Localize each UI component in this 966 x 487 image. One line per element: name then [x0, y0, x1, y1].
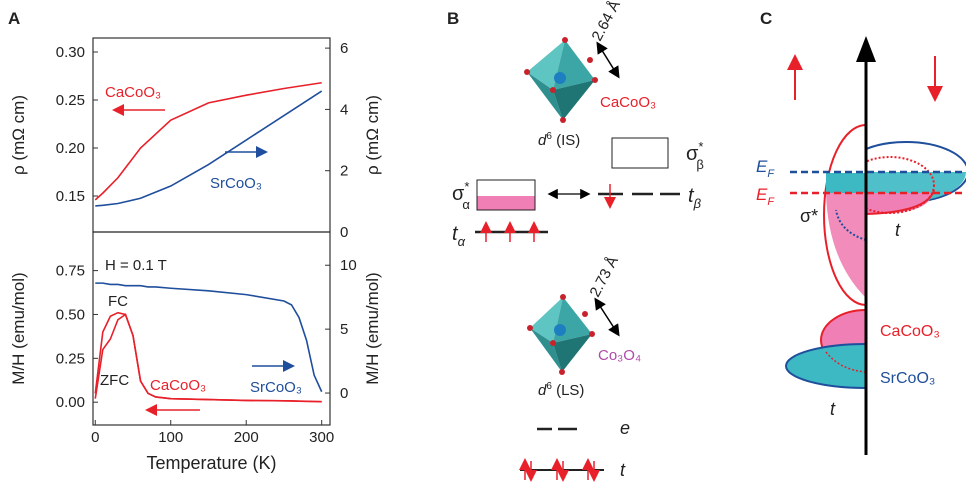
- y2-tick-label: 2: [340, 163, 348, 180]
- level-box: [476, 179, 536, 211]
- y2-tick-label: 0: [340, 224, 348, 241]
- y2-tick-label: 4: [340, 101, 348, 118]
- y-tick-label: 0.30: [56, 44, 85, 61]
- level-label: tα: [452, 223, 466, 249]
- y-tick-label: 0.25: [56, 350, 85, 367]
- level-label: e: [620, 418, 630, 438]
- panel-label: C: [760, 9, 772, 28]
- band-label: t: [830, 399, 836, 419]
- level-label: tβ: [688, 185, 702, 211]
- level-label: σ* α: [452, 179, 470, 212]
- text: β: [693, 196, 702, 211]
- text: 6: [546, 131, 552, 142]
- level-box: [611, 137, 669, 169]
- compound: CaCoO₃: [880, 323, 940, 340]
- series-line: [95, 90, 323, 207]
- text: F: [767, 168, 775, 180]
- y-tick-label: 0.00: [56, 394, 85, 411]
- panel-label: A: [8, 9, 20, 28]
- text: d: [538, 382, 547, 399]
- filled-level: [477, 196, 535, 210]
- text: t: [452, 223, 459, 245]
- text: α: [462, 197, 470, 212]
- series-line: [94, 81, 322, 201]
- levels: [475, 221, 548, 242]
- y-tick-label: 0.15: [56, 188, 85, 205]
- x-tick-label: 100: [158, 429, 183, 446]
- series-line: [95, 282, 323, 393]
- series-label: CaCoO₃: [105, 84, 161, 101]
- y2-tick-label: 5: [340, 321, 348, 338]
- series-label: SrCoO₃: [250, 379, 302, 396]
- distance: 2.64 Å: [589, 0, 624, 44]
- text: σ: [686, 143, 699, 165]
- levels: [519, 458, 604, 482]
- distance: 2.73 Å: [587, 254, 622, 300]
- text: (IS): [552, 132, 580, 149]
- configuration: d6 (IS): [538, 131, 580, 149]
- configuration: d6 (LS): [538, 381, 584, 399]
- y2-axis-label: M/H (emu/mol): [363, 272, 382, 384]
- distance-arrow: [594, 297, 620, 337]
- fermi-label: EF: [756, 157, 775, 180]
- y-tick-label: 0.25: [56, 92, 85, 109]
- level-label: σ* β: [686, 139, 704, 172]
- y-axis-label: M/H (emu/mol): [9, 272, 28, 384]
- octahedron: [527, 294, 595, 375]
- y2-tick-label: 10: [340, 257, 357, 274]
- panel-label: B: [447, 9, 459, 28]
- text: 6: [546, 381, 552, 392]
- annotation: H = 0.1 T: [105, 257, 167, 274]
- series-line: [94, 313, 322, 403]
- text: *: [698, 139, 703, 154]
- text: σ: [452, 183, 465, 205]
- compound: SrCoO₃: [880, 370, 935, 387]
- text: β: [696, 157, 703, 172]
- x-axis-label: Temperature (K): [146, 453, 276, 473]
- text: (LS): [552, 382, 585, 399]
- y2-axis-label: ρ (mΩ cm): [363, 95, 382, 175]
- distance-arrow: [596, 41, 620, 79]
- y-tick-label: 0.20: [56, 140, 85, 157]
- text: E: [756, 185, 768, 204]
- series-label: SrCoO₃: [210, 175, 262, 192]
- level-label: t: [620, 460, 626, 480]
- y-tick-label: 0.75: [56, 263, 85, 280]
- annotation: CaCoO₃: [150, 377, 206, 394]
- compound: Co₃O₄: [598, 347, 641, 364]
- text: α: [458, 234, 466, 249]
- text: d: [538, 132, 547, 149]
- text: F: [767, 196, 775, 208]
- band-label: σ*: [800, 206, 818, 226]
- text: E: [756, 157, 768, 176]
- plot-frame: [92, 37, 331, 233]
- text: *: [464, 179, 469, 194]
- y-axis-label: ρ (mΩ cm): [9, 95, 28, 175]
- series-label: ZFC: [100, 372, 129, 389]
- y2-tick-label: 6: [340, 40, 348, 57]
- compound: CaCoO₃: [600, 94, 656, 111]
- x-tick-label: 300: [309, 429, 334, 446]
- text: t: [688, 185, 695, 207]
- octahedron: [524, 37, 598, 123]
- plot-frame: [92, 231, 331, 426]
- series-label: FC: [108, 293, 128, 310]
- x-tick-label: 200: [234, 429, 259, 446]
- band-label: t: [895, 220, 901, 240]
- y-tick-label: 0.50: [56, 306, 85, 323]
- dos: [785, 124, 966, 389]
- axis-arrowhead: [856, 36, 876, 62]
- x-tick-label: 0: [91, 429, 99, 446]
- y2-tick-label: 0: [340, 385, 348, 402]
- fermi-label: EF: [756, 185, 775, 208]
